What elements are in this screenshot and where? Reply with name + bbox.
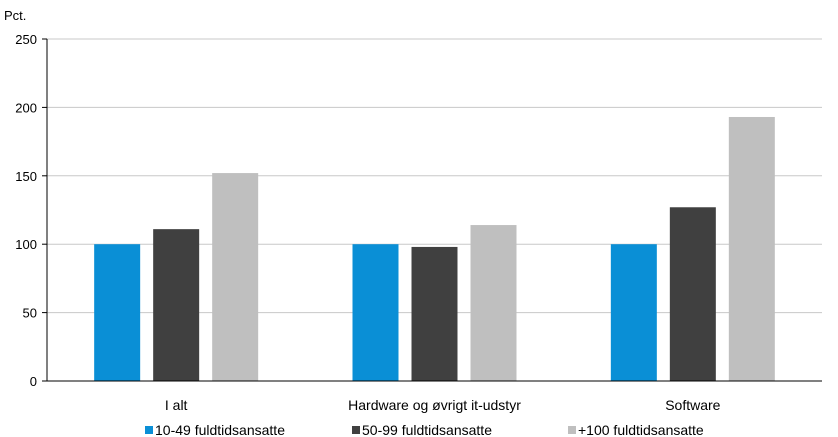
legend-swatch-1 <box>352 426 360 434</box>
bars <box>94 116 775 381</box>
y-axis-label: Pct. <box>4 8 26 23</box>
y-tick-label-1: 50 <box>23 306 37 321</box>
y-tick-label-5: 250 <box>15 32 37 47</box>
y-tick-label-2: 100 <box>15 237 37 252</box>
bar-2-0 <box>610 244 657 381</box>
legend-label-1: 50-99 fuldtidsansatte <box>362 422 492 437</box>
bar-0-2 <box>212 173 259 381</box>
x-tick-label-1: Hardware og øvrigt it-udstyr <box>348 397 521 413</box>
bar-0-1 <box>153 229 200 381</box>
bar-1-2 <box>470 225 517 381</box>
bar-2-1 <box>669 207 716 381</box>
legend-label-0: 10-49 fuldtidsansatte <box>155 422 285 437</box>
y-tick-labels: 0 50 100 150 200 250 <box>15 32 37 389</box>
legend: 10-49 fuldtidsansatte 50-99 fuldtidsansat… <box>145 422 704 437</box>
x-tick-label-2: Software <box>665 397 720 413</box>
y-tick-label-0: 0 <box>30 374 37 389</box>
legend-swatch-2 <box>568 426 576 434</box>
bar-2-2 <box>728 116 775 381</box>
x-tick-labels: I alt Hardware og øvrigt it-udstyr Softwar… <box>165 397 721 413</box>
bar-1-0 <box>352 244 399 381</box>
y-tick-label-4: 200 <box>15 100 37 115</box>
y-tick-label-3: 150 <box>15 169 37 184</box>
bar-1-1 <box>411 246 458 381</box>
axes <box>46 39 822 382</box>
legend-swatch-0 <box>145 426 153 434</box>
bar-0-0 <box>94 244 141 381</box>
x-tick-label-0: I alt <box>165 397 188 413</box>
legend-label-2: +100 fuldtidsansatte <box>578 422 704 437</box>
